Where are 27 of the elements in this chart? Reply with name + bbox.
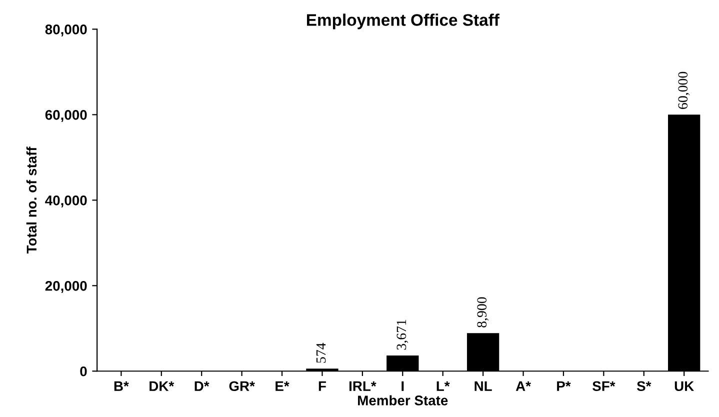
x-tick-label: UK	[674, 381, 694, 392]
data-label: 8,900	[477, 297, 489, 328]
x-tick-label: SF*	[592, 381, 616, 392]
y-tick-label: 0	[80, 366, 87, 376]
x-axis-title: Member State	[358, 395, 448, 406]
x-tick-label: IRL*	[349, 381, 376, 391]
y-axis-title: Total no. of staff	[26, 146, 37, 254]
data-label: 60,000	[678, 72, 690, 109]
x-tick-label: GR*	[229, 381, 255, 392]
x-tick-label: S*	[636, 381, 652, 392]
x-tick-label: NL	[474, 381, 492, 391]
x-tick-label: D*	[194, 381, 210, 391]
x-tick-label: F	[318, 381, 326, 391]
x-tick-label: E*	[276, 381, 290, 391]
x-tick-label: DK*	[150, 381, 174, 391]
chart-title: Employment Office Staff	[306, 14, 500, 30]
x-tick-label: P*	[557, 381, 571, 391]
y-tick-label: 60,000	[45, 110, 87, 122]
x-tick-label: B*	[114, 381, 129, 391]
x-tick-label: I	[402, 381, 404, 391]
y-tick-label: 80,000	[45, 24, 87, 36]
y-tick-label: 20,000	[45, 280, 87, 293]
data-label: 3,671	[396, 320, 408, 350]
y-tick-label: 40,000	[45, 195, 87, 208]
x-tick-label: L*	[436, 381, 450, 391]
x-tick-label: A*	[516, 381, 531, 391]
data-label: 574	[316, 342, 326, 363]
